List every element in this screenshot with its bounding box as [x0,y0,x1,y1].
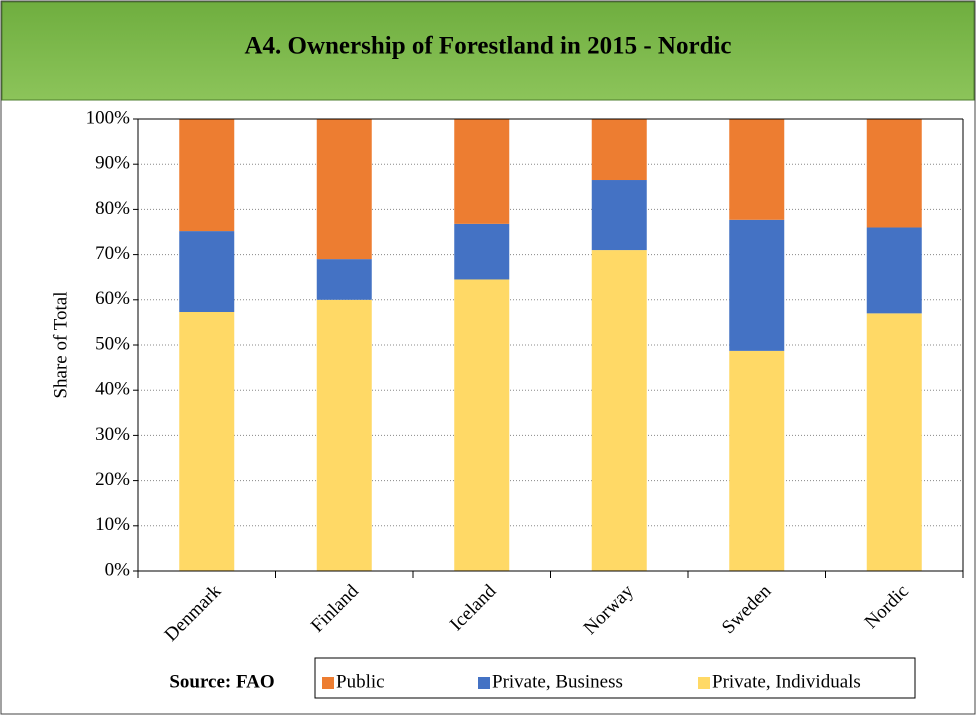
y-tick-label: 100% [86,107,131,128]
y-tick-label: 20% [95,469,130,490]
y-tick-label: 0% [105,559,131,580]
bar-segment [729,219,785,351]
legend-label: Private, Individuals [712,671,861,692]
y-tick-label: 30% [95,424,130,445]
bar-segment [316,299,372,571]
bar-segment [866,119,922,228]
legend-label: Private, Business [492,671,623,692]
y-tick-label: 40% [95,379,130,400]
source: Source: FAO [169,671,274,692]
y-tick-label: 80% [95,198,130,219]
legend-swatch [322,677,334,689]
title-band [1,1,975,101]
y-axis-label: Share of Total [50,291,71,398]
y-tick-label: 50% [95,333,130,354]
legend-swatch [478,677,490,689]
legend-label: Public [336,671,385,692]
bar-segment [454,119,510,224]
bar-segment [454,223,510,280]
bar-segment [179,119,235,232]
bar-segment [316,259,372,300]
bar-segment [454,279,510,571]
bar-segment [179,231,235,313]
bar-segment [591,119,647,181]
bar-segment [591,180,647,251]
legend-swatch [698,677,710,689]
bar-segment [316,119,372,260]
y-tick-label: 60% [95,288,130,309]
bar-segment [179,312,235,571]
y-tick-label: 70% [95,243,130,264]
bar-segment [866,313,922,571]
bar-segment [591,250,647,571]
chart-title: A4. Ownership of Forestland in 2015 - No… [244,33,731,60]
bar-segment [729,119,785,220]
y-tick-label: 90% [95,153,130,174]
bar-segment [729,350,785,571]
legend-box [314,657,916,699]
bar-segment [866,227,922,314]
y-tick-label: 10% [95,514,130,535]
